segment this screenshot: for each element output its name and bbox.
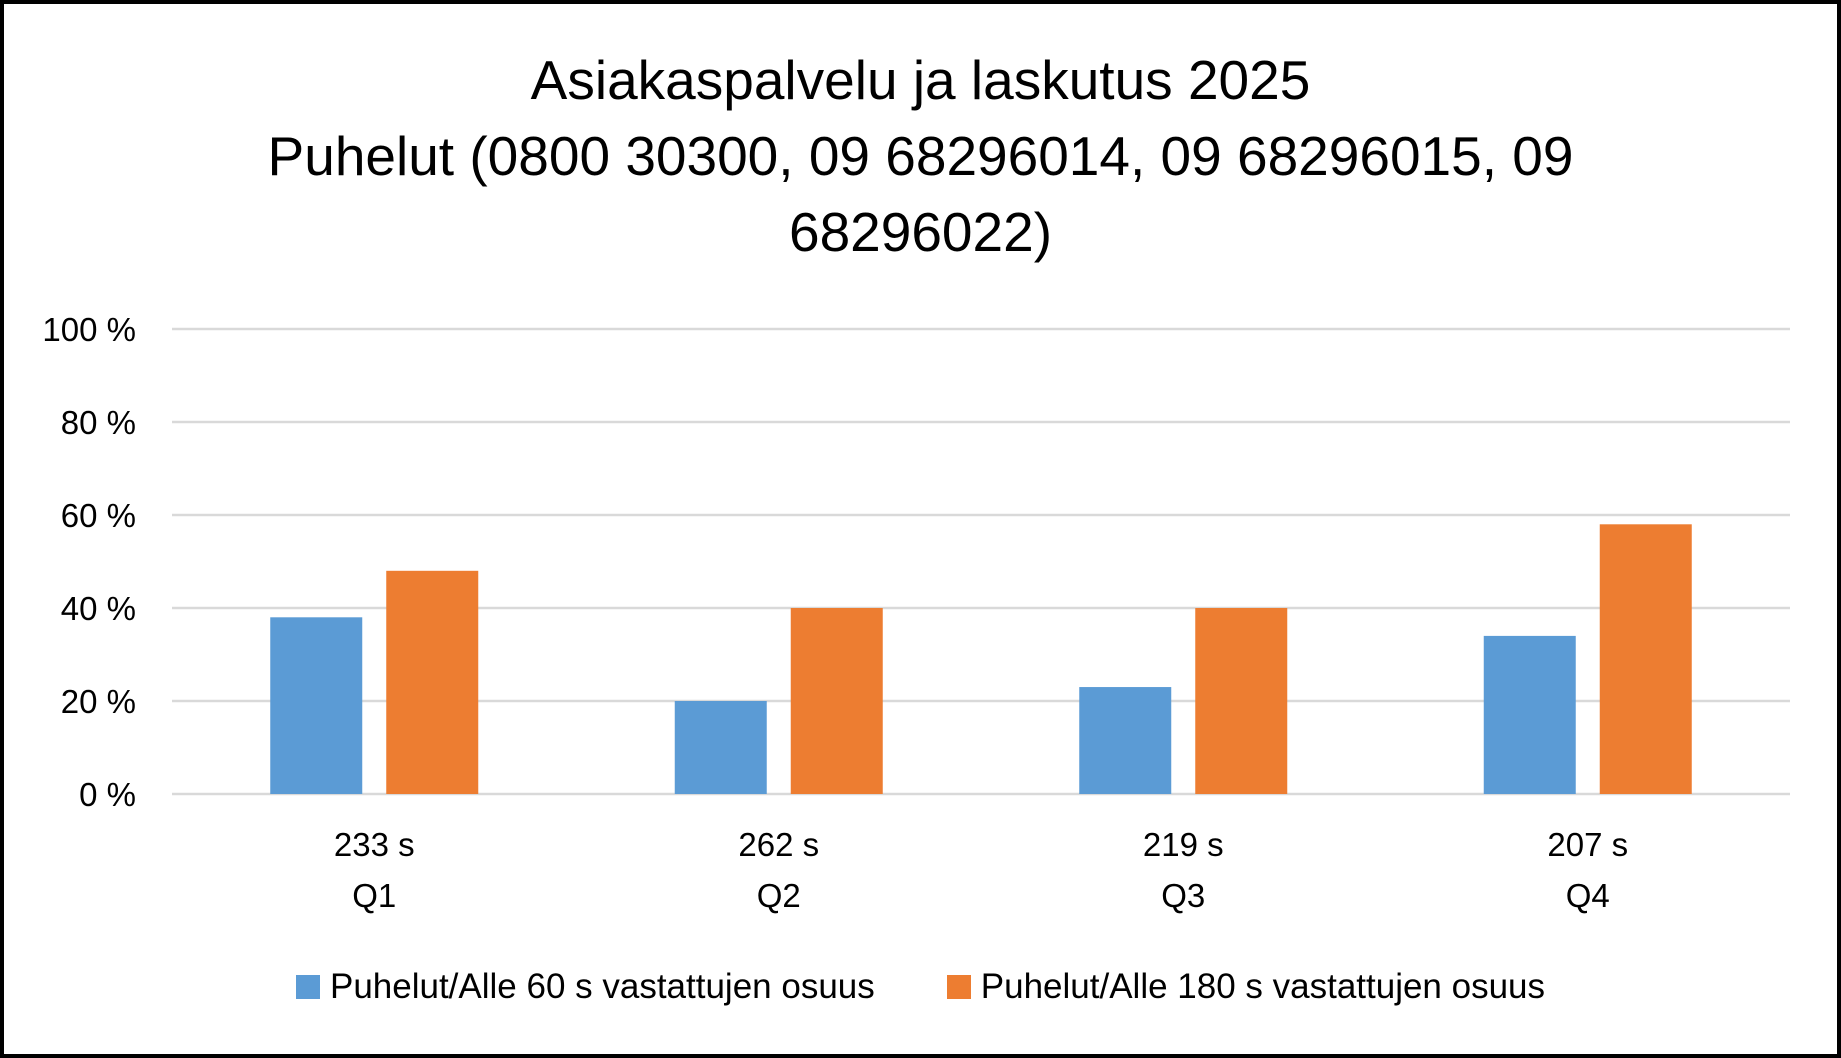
- x-tick-label-quarter-q4: Q4: [1566, 877, 1610, 914]
- legend-label-series-2: Puhelut/Alle 180 s vastattujen osuus: [980, 967, 1546, 1006]
- legend-label-series-1: Puhelut/Alle 60 s vastattujen osuus: [329, 967, 875, 1006]
- bar-q1-series-1: [270, 617, 363, 794]
- bar-q1-series-2: [386, 570, 479, 794]
- y-tick-label-100: 100 %: [42, 311, 136, 348]
- x-tick-label-quarter-q1: Q1: [352, 877, 396, 914]
- y-tick-label-80: 80 %: [61, 404, 136, 441]
- bar-q2-series-1: [674, 701, 767, 794]
- x-tick-label-time-q1: 233 s: [334, 826, 415, 863]
- chart-title: Asiakaspalvelu ja laskutus 2025 Puhelut …: [4, 42, 1837, 270]
- bar-q2-series-2: [790, 608, 883, 794]
- bar-q4-series-1: [1483, 635, 1576, 794]
- x-tick-label-quarter-q2: Q2: [757, 877, 801, 914]
- bar-q4-series-2: [1599, 524, 1692, 794]
- chart-title-line-1: Asiakaspalvelu ja laskutus 2025: [530, 49, 1311, 111]
- legend-item-series-1: Puhelut/Alle 60 s vastattujen osuus: [295, 967, 875, 1007]
- bar-q3-series-2: [1195, 608, 1288, 794]
- x-tick-label-time-q4: 207 s: [1547, 826, 1628, 863]
- y-tick-label-60: 60 %: [61, 497, 136, 534]
- chart-title-line-2: Puhelut (0800 30300, 09 68296014, 09 682…: [267, 125, 1574, 187]
- chart-title-line-3: 68296022): [788, 201, 1053, 263]
- plot-area: 0 % 20 % 40 % 60 % 80 % 100 % 233 s Q1 262 s Q2 21…: [42, 311, 1790, 914]
- legend-item-series-2: Puhelut/Alle 180 s vastattujen osuus: [946, 967, 1546, 1007]
- legend-swatch-series-1: [295, 975, 320, 999]
- legend: Puhelut/Alle 60 s vastattujen osuus Puhe…: [4, 967, 1837, 1007]
- bar-q3-series-1: [1079, 687, 1172, 794]
- y-tick-label-0: 0 %: [79, 776, 136, 813]
- x-tick-label-quarter-q3: Q3: [1161, 877, 1205, 914]
- y-tick-label-20: 20 %: [61, 683, 136, 720]
- x-tick-label-time-q3: 219 s: [1143, 826, 1224, 863]
- legend-swatch-series-2: [946, 975, 971, 999]
- x-tick-label-time-q2: 262 s: [738, 826, 819, 863]
- y-tick-label-40: 40 %: [61, 590, 136, 627]
